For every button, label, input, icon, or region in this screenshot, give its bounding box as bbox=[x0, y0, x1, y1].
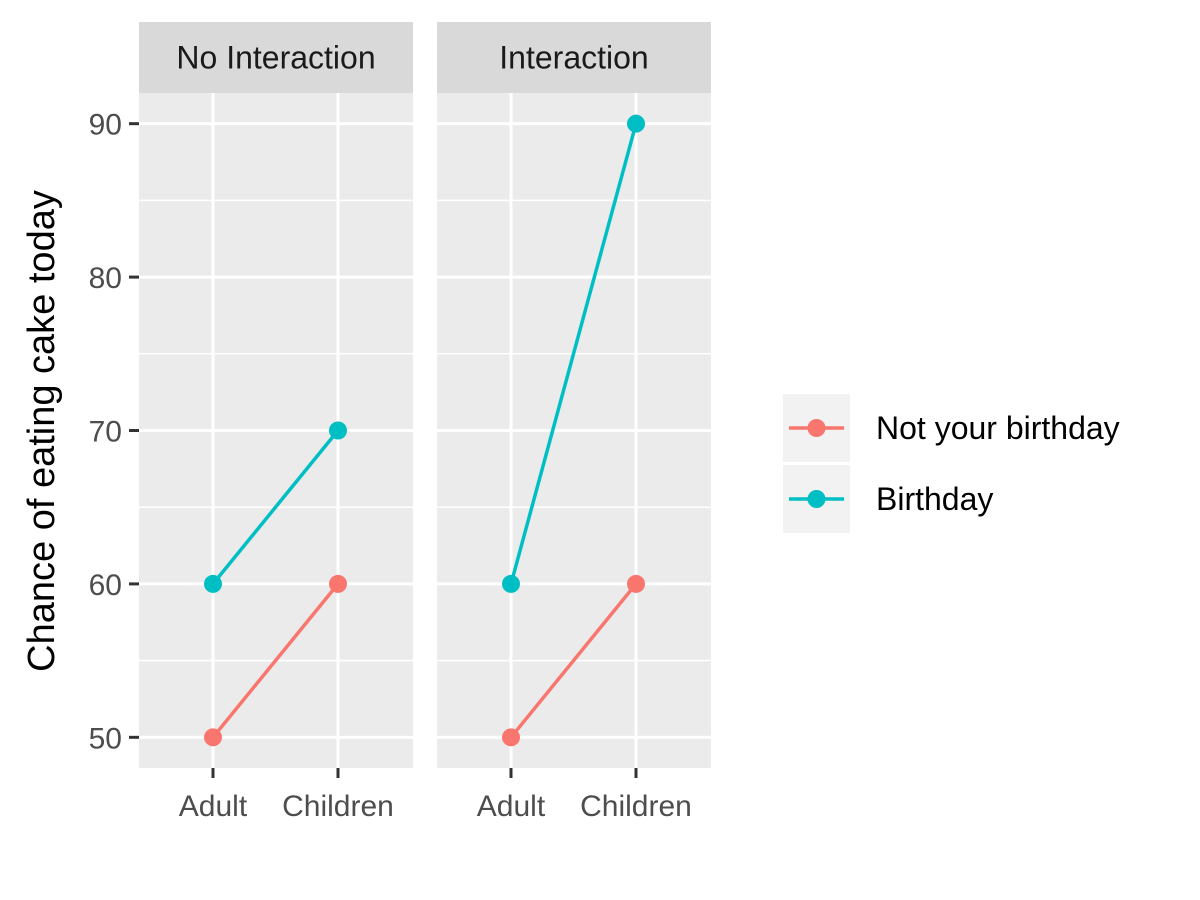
legend-key-point bbox=[807, 490, 826, 508]
facet-strip bbox=[139, 22, 413, 93]
series-line-not-your-birthday bbox=[211, 582, 340, 739]
series-line-birthday bbox=[211, 429, 340, 586]
series-line-birthday bbox=[509, 123, 638, 585]
legend-label: Not your birthday bbox=[876, 410, 1120, 446]
y-axis-title: Chance of eating cake today bbox=[21, 190, 63, 672]
legend-key-point bbox=[807, 419, 826, 437]
facet-title: No Interaction bbox=[176, 40, 375, 76]
facet-strip bbox=[437, 22, 711, 93]
data-point-not-your-birthday-children bbox=[627, 574, 645, 593]
legend-item-not-your-birthday: Not your birthday bbox=[783, 394, 1120, 462]
x-tick-label-adult: Adult bbox=[179, 790, 248, 823]
facet-title: Interaction bbox=[499, 40, 648, 76]
y-tick-label: 90 bbox=[89, 109, 122, 142]
data-point-birthday-children bbox=[627, 114, 645, 133]
y-tick-label: 50 bbox=[89, 722, 122, 755]
data-point-birthday-adult bbox=[204, 574, 222, 593]
y-tick-label: 80 bbox=[89, 262, 122, 295]
legend-item-birthday: Birthday bbox=[783, 465, 993, 533]
data-point-not-your-birthday-adult bbox=[502, 728, 520, 747]
x-tick-label-children: Children bbox=[282, 790, 394, 823]
panel-interaction: Interaction Adult Children bbox=[437, 22, 711, 823]
data-point-birthday-adult bbox=[502, 574, 520, 593]
data-point-not-your-birthday-adult bbox=[204, 728, 222, 747]
x-tick-label-adult: Adult bbox=[477, 790, 546, 823]
y-tick-label: 60 bbox=[89, 569, 122, 602]
facet-panels: No Interaction Adult Children Interaction Ad… bbox=[139, 22, 711, 823]
x-tick-label-children: Children bbox=[580, 790, 692, 823]
legend-label: Birthday bbox=[876, 481, 993, 517]
y-tick-label: 70 bbox=[89, 416, 122, 449]
data-point-not-your-birthday-children bbox=[329, 574, 347, 593]
series-line-not-your-birthday bbox=[509, 582, 638, 739]
data-point-birthday-children bbox=[329, 421, 347, 440]
legend: Not your birthday Birthday bbox=[783, 394, 1120, 533]
panel-no-interaction: No Interaction Adult Children bbox=[139, 22, 413, 823]
y-axis: 50 60 70 80 90 bbox=[89, 109, 139, 755]
